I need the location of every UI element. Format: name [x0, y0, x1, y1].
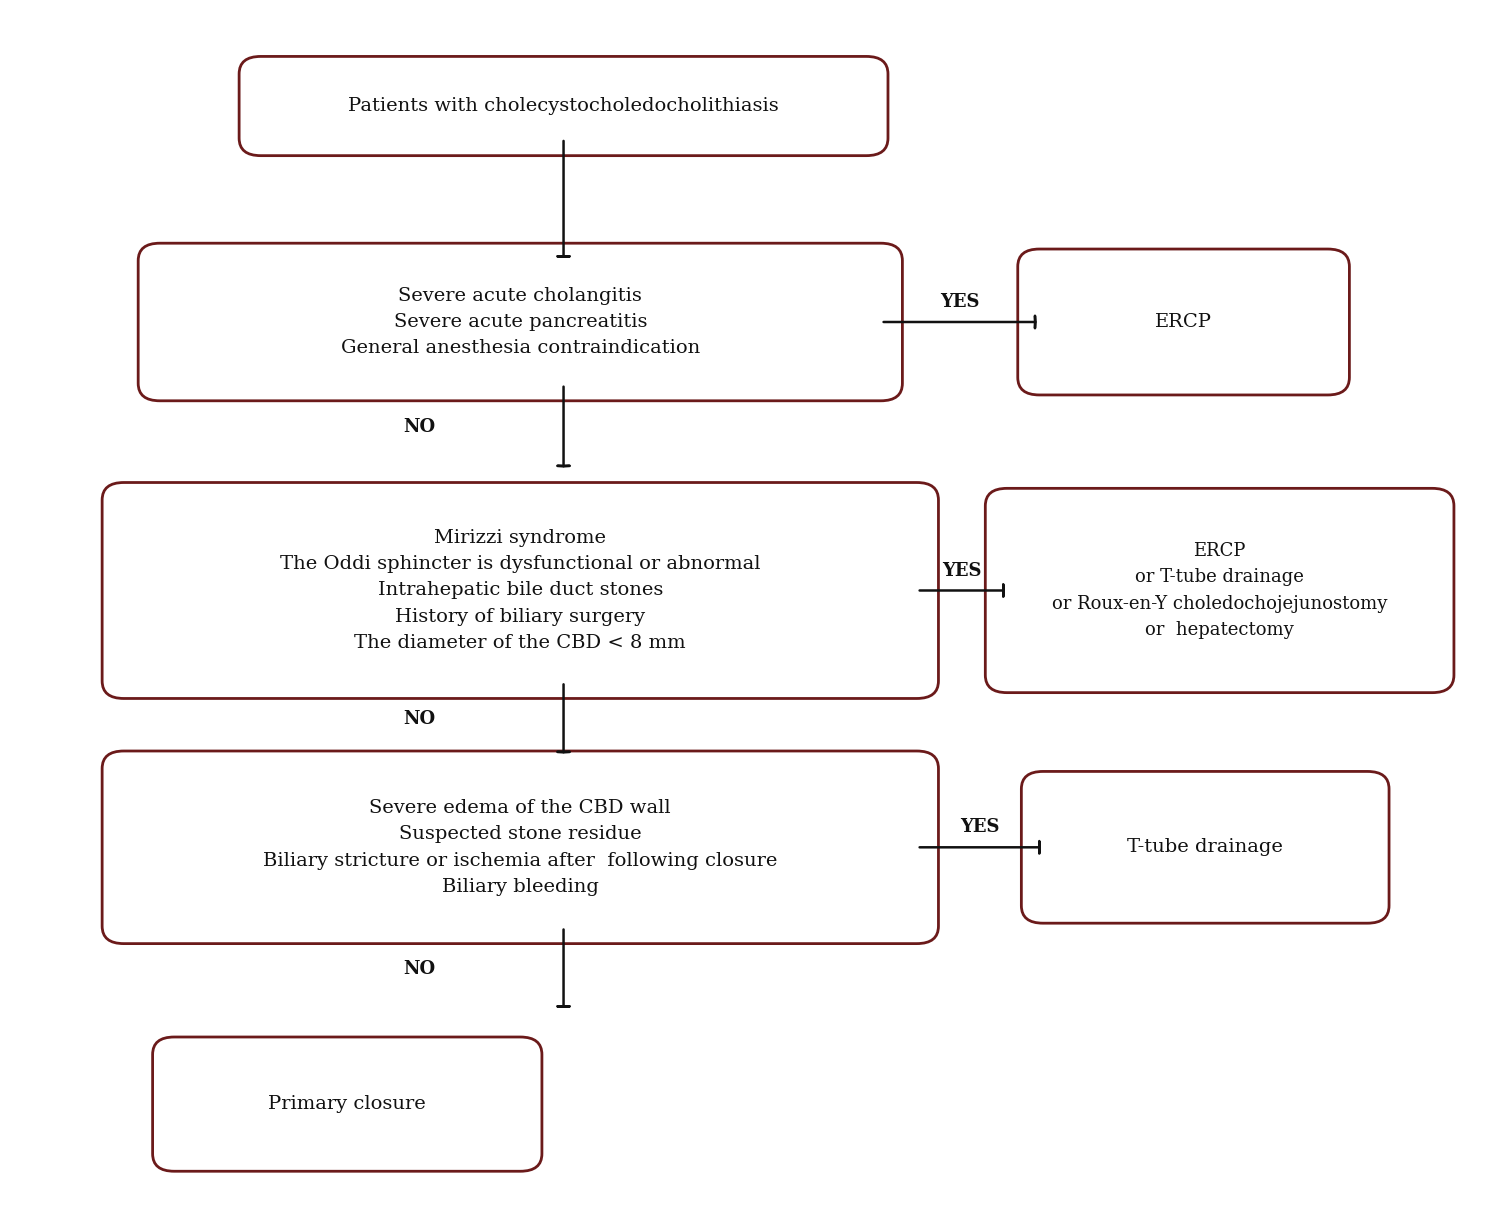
FancyBboxPatch shape	[1021, 771, 1389, 923]
Text: Severe acute cholangitis
Severe acute pancreatitis
General anesthesia contraindi: Severe acute cholangitis Severe acute pa…	[341, 287, 700, 358]
FancyBboxPatch shape	[102, 751, 939, 944]
Text: YES: YES	[960, 818, 1000, 837]
Text: ERCP
or T-tube drainage
or Roux-en-Y choledochojejunostomy
or  hepatectomy: ERCP or T-tube drainage or Roux-en-Y cho…	[1051, 542, 1388, 640]
Text: YES: YES	[942, 562, 981, 580]
Text: NO: NO	[404, 710, 436, 728]
Text: Severe edema of the CBD wall
Suspected stone residue
Biliary stricture or ischem: Severe edema of the CBD wall Suspected s…	[263, 799, 778, 896]
Text: Patients with cholecystocholedocholithiasis: Patients with cholecystocholedocholithia…	[348, 97, 780, 116]
FancyBboxPatch shape	[102, 483, 939, 698]
Text: ERCP: ERCP	[1155, 313, 1212, 331]
FancyBboxPatch shape	[1018, 249, 1349, 395]
Text: NO: NO	[404, 959, 436, 978]
Text: Primary closure: Primary closure	[269, 1096, 427, 1113]
Text: Mirizzi syndrome
The Oddi sphincter is dysfunctional or abnormal
Intrahepatic bi: Mirizzi syndrome The Oddi sphincter is d…	[279, 529, 760, 652]
FancyBboxPatch shape	[985, 489, 1454, 693]
FancyBboxPatch shape	[153, 1037, 542, 1171]
Text: YES: YES	[940, 293, 979, 311]
Text: NO: NO	[404, 418, 436, 437]
FancyBboxPatch shape	[239, 56, 888, 156]
FancyBboxPatch shape	[138, 243, 903, 401]
Text: T-tube drainage: T-tube drainage	[1128, 838, 1283, 856]
